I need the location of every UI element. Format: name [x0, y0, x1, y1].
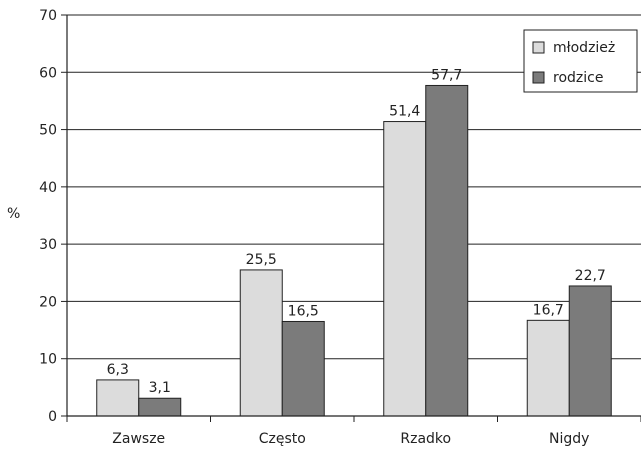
bar-rodzice-2	[425, 84, 469, 417]
x-category-label: Zawsze	[112, 431, 165, 447]
bar-rodzice-3	[568, 285, 612, 417]
value-label: 16,5	[288, 303, 319, 319]
bar-mlodziez-3	[526, 319, 570, 417]
y-tick-label: 30	[39, 237, 57, 253]
bar-rodzice-0	[138, 397, 182, 417]
legend-label-mlodziez: młodzież	[553, 40, 615, 56]
data-labels: 6,3 3,1 25,5 16,5 51,4 57,7 16,7 22,7	[107, 67, 606, 396]
y-tick-label: 10	[39, 352, 57, 368]
value-label: 22,7	[575, 268, 606, 284]
bars	[96, 84, 612, 417]
y-tick-label: 20	[39, 294, 57, 310]
legend-label-rodzice: rodzice	[553, 70, 603, 86]
value-label: 6,3	[107, 362, 129, 378]
y-tick-label: 70	[39, 8, 57, 24]
legend-item-0: młodzież	[532, 40, 615, 56]
legend-swatch-mlodziez	[532, 41, 545, 54]
value-label: 57,7	[431, 67, 462, 83]
y-tick-label: 50	[39, 123, 57, 139]
grid-lines	[67, 14, 641, 360]
y-axis-title: %	[7, 206, 20, 222]
value-label: 25,5	[246, 252, 277, 268]
value-label: 16,7	[533, 302, 564, 318]
bar-mlodziez-2	[383, 121, 427, 417]
y-tick-label: 40	[39, 180, 57, 196]
x-category-label: Rzadko	[400, 431, 451, 447]
value-label: 51,4	[389, 104, 420, 120]
bar-mlodziez-0	[96, 379, 140, 417]
axes: 0 10 20 30 40 50 60 70 Zawsze Często Rzadko Nigdy	[39, 8, 641, 447]
value-label: 3,1	[149, 380, 171, 396]
x-category-label: Często	[259, 431, 306, 447]
x-category-label: Nigdy	[549, 431, 589, 447]
legend: młodzież rodzice	[523, 29, 638, 93]
legend-swatch-rodzice	[532, 71, 545, 84]
bar-mlodziez-1	[239, 269, 283, 417]
y-tick-label: 60	[39, 65, 57, 81]
bar-rodzice-1	[281, 320, 325, 417]
legend-item-1: rodzice	[532, 70, 603, 86]
y-tick-label: 0	[48, 409, 57, 425]
